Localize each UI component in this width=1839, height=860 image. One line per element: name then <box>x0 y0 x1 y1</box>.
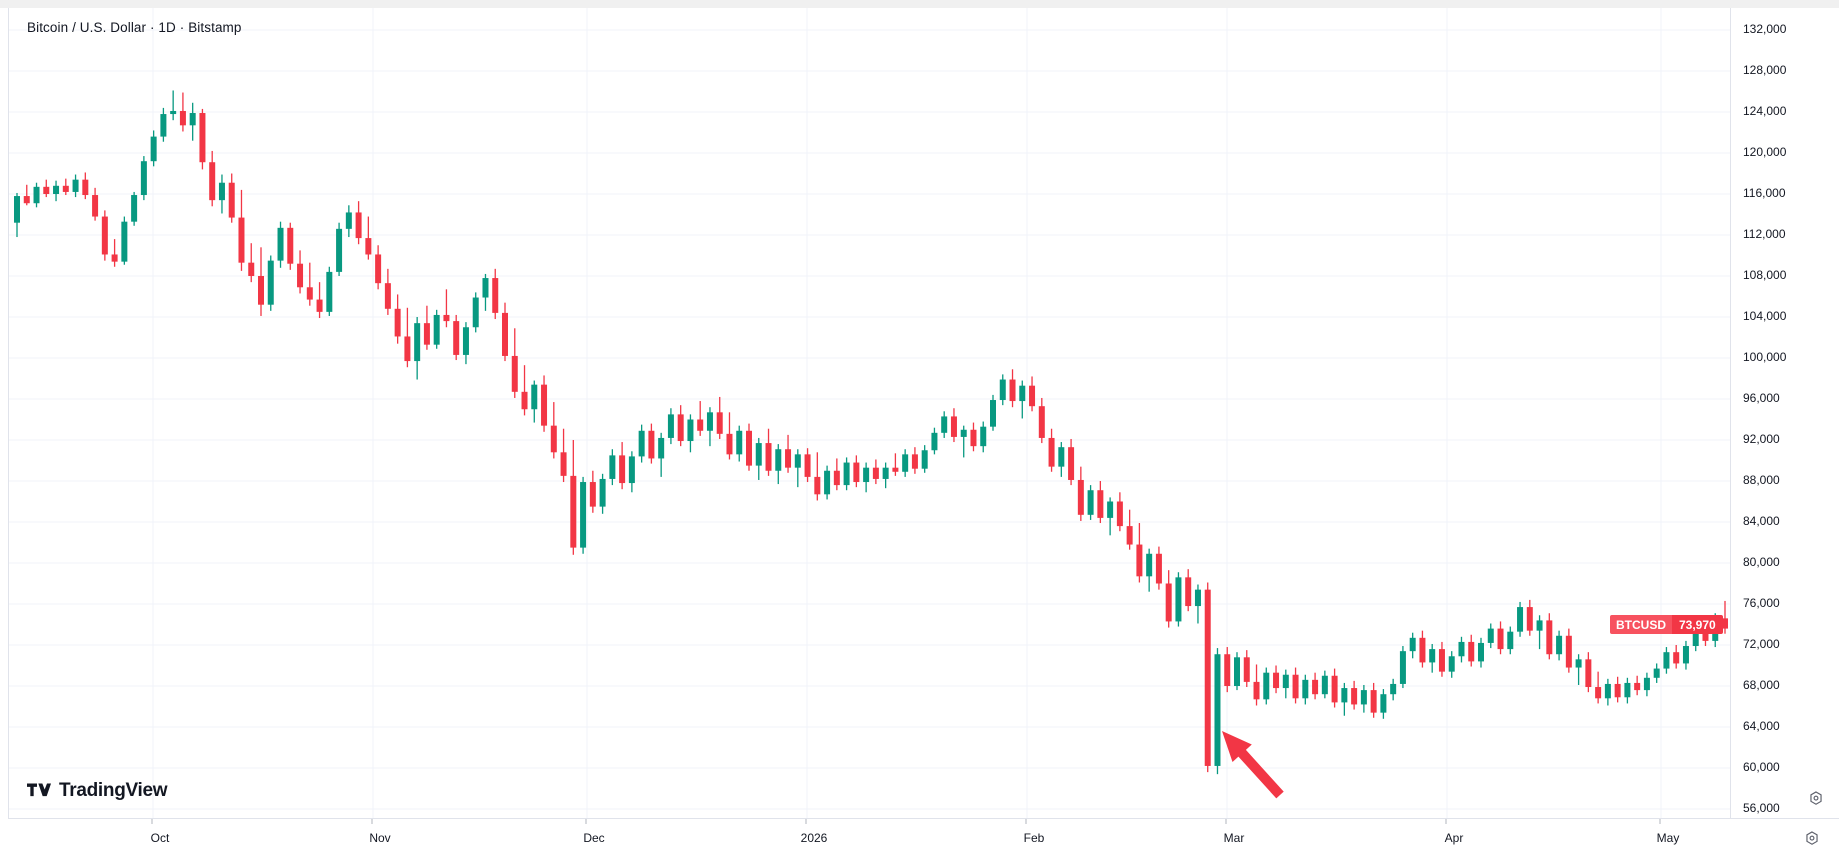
price-axis-tick: 68,000 <box>1743 678 1780 692</box>
time-axis-tick: May <box>1656 831 1680 845</box>
candlestick-chart[interactable] <box>9 8 1731 818</box>
chart-legend-title: Bitcoin / U.S. Dollar · 1D · Bitstamp <box>27 20 242 35</box>
time-axis-tick: Oct <box>150 831 170 845</box>
price-axis-tick: 88,000 <box>1743 473 1780 487</box>
price-axis-tick: 76,000 <box>1743 596 1780 610</box>
price-axis-tick: 56,000 <box>1743 801 1780 815</box>
tradingview-logo-icon <box>27 783 51 796</box>
settings-gear-icon[interactable] <box>1807 790 1825 808</box>
time-axis-tick: Nov <box>369 831 391 845</box>
price-axis-tick: 112,000 <box>1743 227 1786 241</box>
price-axis-tick: 128,000 <box>1743 63 1787 77</box>
price-axis-tick: 60,000 <box>1743 760 1780 774</box>
price-axis-tick: 124,000 <box>1743 104 1787 118</box>
time-axis-tick: 2026 <box>800 831 828 845</box>
price-axis-tick: 104,000 <box>1743 309 1787 323</box>
price-axis-tick: 116,000 <box>1743 186 1786 200</box>
current-price-badge[interactable]: BTCUSD 73,970 <box>1610 615 1723 635</box>
time-axis-tickmarks <box>151 819 1661 824</box>
price-axis-tick: 132,000 <box>1743 22 1787 36</box>
current-price-value: 73,970 <box>1672 615 1723 635</box>
time-axis-tick: Feb <box>1023 831 1045 845</box>
price-axis-tick: 120,000 <box>1743 145 1787 159</box>
price-axis-tick: 92,000 <box>1743 432 1780 446</box>
chart-pane[interactable]: Bitcoin / U.S. Dollar · 1D · Bitstamp Tr… <box>8 8 1731 818</box>
price-axis-tick: 84,000 <box>1743 514 1780 528</box>
price-axis-tick: 64,000 <box>1743 719 1780 733</box>
tradingview-logo-text: TradingView <box>59 780 168 801</box>
price-axis-tick: 108,000 <box>1743 268 1787 282</box>
time-axis[interactable]: Oct Nov Dec 2026 Feb Mar Apr May <box>8 818 1839 860</box>
price-axis-tick: 72,000 <box>1743 637 1780 651</box>
price-axis-tick: 80,000 <box>1743 555 1780 569</box>
settings-gear-icon[interactable] <box>1803 830 1821 848</box>
time-axis-tick: Mar <box>1223 831 1245 845</box>
time-axis-tick: Dec <box>583 831 605 845</box>
time-axis-tick: Apr <box>1444 831 1464 845</box>
price-axis-tick: 96,000 <box>1743 391 1780 405</box>
price-axis-tick: 100,000 <box>1743 350 1787 364</box>
tradingview-watermark: TradingView <box>27 780 168 802</box>
price-axis[interactable]: 132,000 128,000 124,000 120,000 116,000 112,0… <box>1610 8 1839 818</box>
current-price-symbol: BTCUSD <box>1610 615 1672 635</box>
window-top-strip <box>0 0 1839 8</box>
